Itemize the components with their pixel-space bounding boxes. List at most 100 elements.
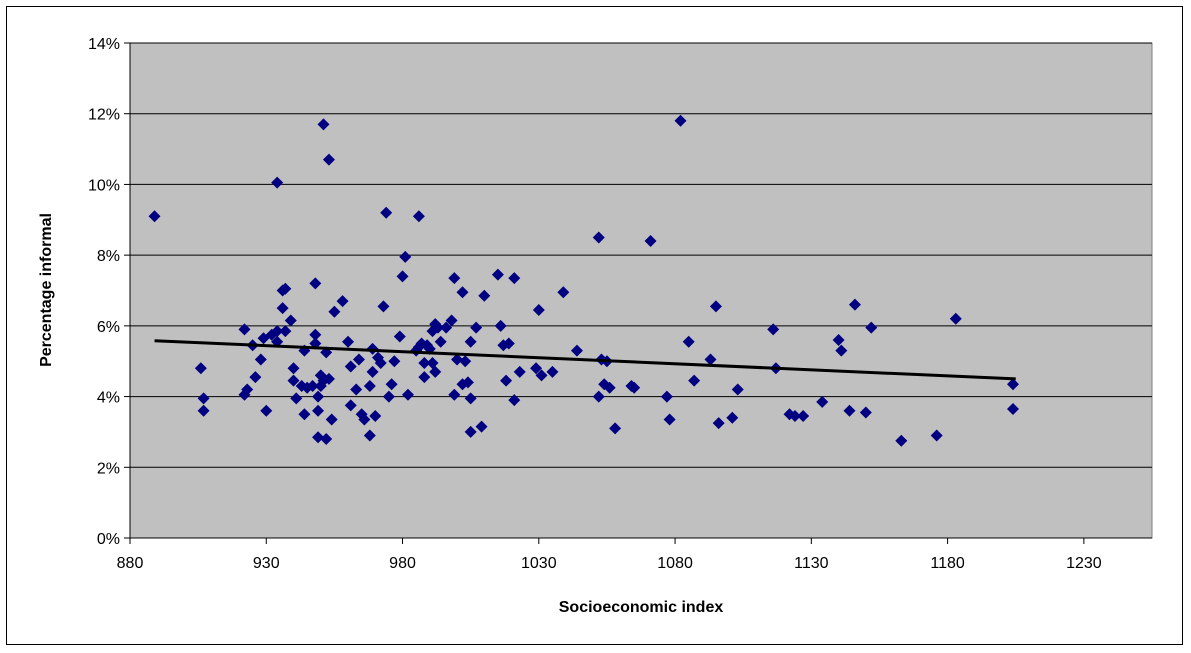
data-point [426, 356, 439, 369]
data-point [148, 210, 161, 223]
data-point [930, 429, 943, 442]
data-point [194, 362, 207, 375]
data-point [369, 410, 382, 423]
data-point [709, 300, 722, 313]
x-tick-label: 980 [389, 555, 416, 572]
data-point [865, 321, 878, 334]
data-point [322, 153, 335, 166]
y-tick-label: 6% [97, 319, 120, 336]
data-point [385, 378, 398, 391]
data-point [254, 353, 267, 366]
data-point [312, 404, 325, 417]
data-point [287, 374, 300, 387]
data-point [322, 372, 335, 385]
data-point [1007, 402, 1020, 415]
data-point [609, 422, 622, 435]
data-point [388, 355, 401, 368]
x-tick-label: 930 [253, 555, 280, 572]
data-point [320, 433, 333, 445]
y-tick-label: 2% [97, 460, 120, 477]
x-axis: 880 930 980 1030 1080 1130 1180 1230 [117, 538, 1102, 572]
data-point [418, 371, 431, 384]
data-point [1007, 378, 1020, 391]
data-point [532, 303, 545, 316]
data-point [317, 118, 330, 131]
x-tick-label: 1030 [521, 555, 557, 572]
data-point [682, 335, 695, 348]
data-point [260, 404, 273, 417]
data-point [287, 362, 300, 375]
data-point [249, 371, 262, 384]
data-point [309, 328, 322, 341]
data-point [366, 365, 379, 378]
data-point [306, 379, 319, 392]
data-point [336, 295, 349, 308]
data-point [949, 312, 962, 325]
data-point [290, 392, 303, 405]
data-point [309, 277, 322, 290]
data-point [358, 413, 371, 426]
data-point [494, 319, 507, 332]
y-axis: 0% 2% 4% 6% 8% 10% 12% 14% [88, 36, 131, 548]
data-point [279, 325, 292, 338]
data-point [859, 406, 872, 419]
data-point [832, 334, 845, 346]
data-point [429, 365, 442, 378]
data-point [434, 335, 447, 348]
data-point [570, 344, 583, 357]
x-tick-label: 1230 [1066, 555, 1102, 572]
data-point [470, 321, 483, 334]
data-point [396, 270, 409, 283]
data-point [241, 383, 254, 396]
trendline [154, 339, 1016, 381]
data-point [603, 381, 616, 394]
data-point [491, 268, 504, 281]
y-tick-label: 12% [88, 107, 120, 124]
data-point [535, 369, 548, 382]
data-point [445, 314, 458, 327]
data-point [363, 379, 376, 392]
data-point [688, 374, 701, 387]
data-point [660, 390, 673, 403]
data-point [325, 413, 338, 426]
data-point [767, 323, 780, 336]
data-point [451, 353, 464, 366]
data-point [363, 429, 376, 442]
data-point [508, 394, 521, 407]
data-point [508, 272, 521, 285]
data-point [377, 300, 390, 313]
data-point [663, 413, 676, 426]
data-point [271, 176, 284, 189]
data-point [644, 235, 657, 247]
data-point [197, 404, 210, 417]
data-point [197, 392, 210, 405]
data-point [530, 362, 543, 375]
data-point [557, 286, 570, 299]
data-point [461, 376, 474, 389]
data-point [895, 434, 908, 447]
data-point [478, 289, 491, 302]
data-point [276, 302, 289, 315]
data-point [843, 404, 856, 417]
data-point [848, 298, 861, 311]
data-point [546, 365, 559, 378]
data-point [382, 390, 395, 403]
data-point [271, 325, 284, 338]
data-point [352, 353, 365, 366]
data-point [500, 374, 513, 387]
data-point [312, 390, 325, 403]
data-point [513, 365, 526, 378]
data-point [431, 321, 444, 334]
data-point [816, 395, 829, 408]
y-tick-label: 10% [88, 177, 120, 194]
data-point [592, 231, 605, 244]
data-point [399, 250, 412, 263]
x-tick-label: 1180 [930, 555, 965, 572]
data-point [298, 408, 311, 421]
data-point [731, 383, 744, 396]
data-point [475, 420, 488, 433]
data-point [284, 314, 297, 327]
x-tick-label: 880 [117, 555, 144, 572]
data-point [412, 210, 425, 223]
data-points [148, 114, 1020, 447]
